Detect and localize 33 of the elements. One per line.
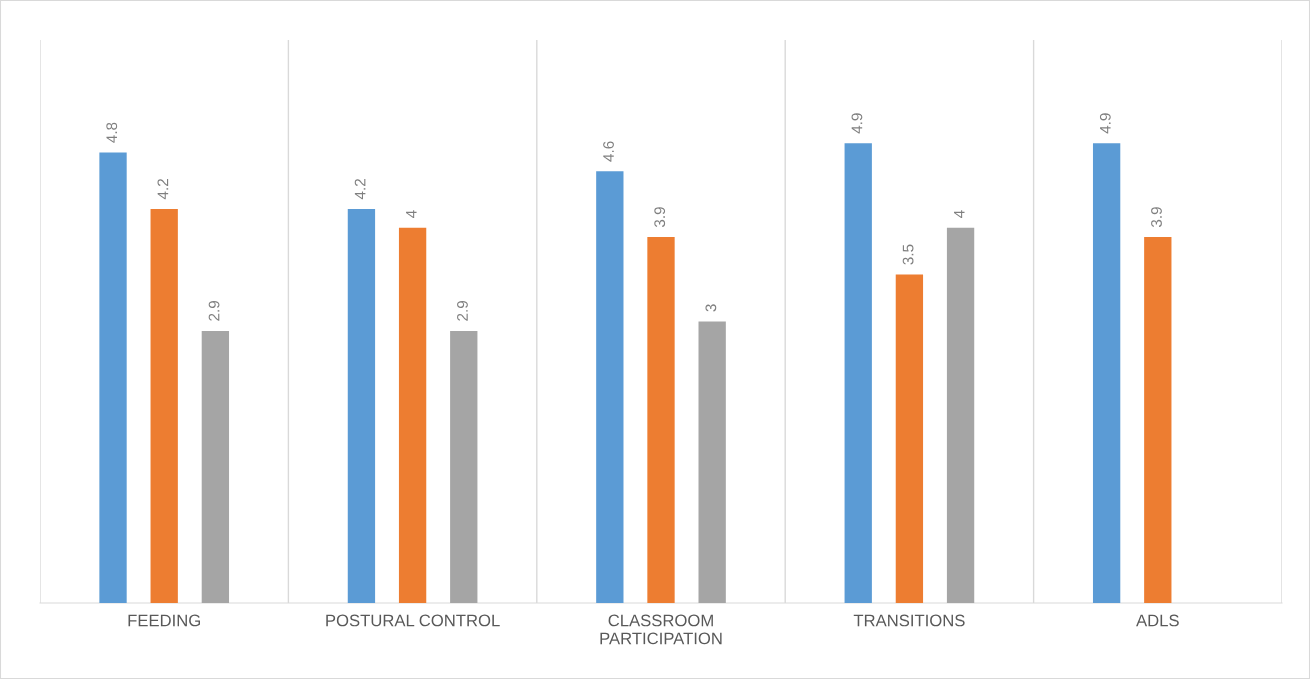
bar bbox=[150, 208, 178, 603]
x-tick-label: FEEDING bbox=[128, 614, 200, 627]
bar bbox=[698, 321, 726, 603]
bar bbox=[450, 330, 478, 603]
data-label: 4.2 bbox=[354, 179, 366, 200]
data-label: 2.9 bbox=[457, 300, 468, 321]
data-label: 4.2 bbox=[157, 179, 169, 200]
data-label: 4.8 bbox=[106, 122, 118, 143]
bar bbox=[398, 227, 427, 603]
bar bbox=[946, 227, 975, 603]
bar bbox=[596, 171, 624, 603]
bar bbox=[1092, 143, 1121, 603]
data-label: 4.9 bbox=[851, 113, 863, 134]
data-label: 3 bbox=[705, 304, 717, 312]
x-tick-label: CLASSROOM PARTICIPATION bbox=[600, 614, 722, 645]
data-label: 4.9 bbox=[1099, 113, 1111, 134]
bar bbox=[844, 143, 872, 603]
x-tick-label: TRANSITIONS bbox=[853, 614, 965, 627]
bar bbox=[99, 152, 127, 603]
bar bbox=[347, 208, 376, 603]
data-label: 3.9 bbox=[654, 207, 666, 228]
data-label: 3.9 bbox=[1151, 207, 1162, 228]
data-label: 2.9 bbox=[208, 300, 220, 321]
x-tick-label: ADLS bbox=[1136, 614, 1179, 627]
data-label: 4 bbox=[406, 210, 417, 218]
x-tick-label: POSTURAL CONTROL bbox=[326, 614, 500, 627]
bar bbox=[201, 330, 230, 603]
bar bbox=[895, 274, 924, 603]
data-label: 3.5 bbox=[902, 244, 914, 265]
data-label: 4 bbox=[954, 210, 965, 218]
bar bbox=[1144, 237, 1172, 603]
data-label: 4.6 bbox=[603, 141, 614, 162]
bar bbox=[647, 237, 675, 603]
